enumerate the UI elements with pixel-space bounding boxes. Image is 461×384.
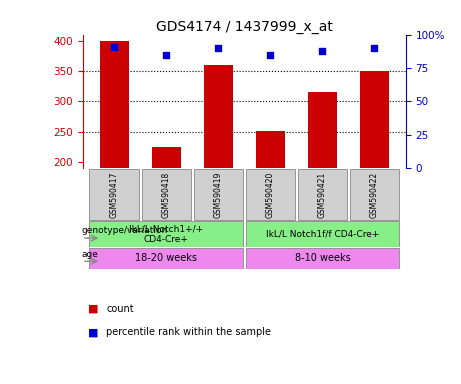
Point: [163, 51, 170, 58]
FancyBboxPatch shape: [89, 169, 139, 220]
Text: IkL/L Notch1+/+
CD4-Cre+: IkL/L Notch1+/+ CD4-Cre+: [129, 224, 203, 244]
FancyBboxPatch shape: [194, 169, 243, 220]
Text: IkL/L Notch1f/f CD4-Cre+: IkL/L Notch1f/f CD4-Cre+: [266, 230, 379, 238]
Bar: [308, 93, 337, 169]
Text: GSM590421: GSM590421: [318, 172, 327, 218]
FancyBboxPatch shape: [350, 169, 399, 220]
FancyBboxPatch shape: [142, 169, 191, 220]
Text: 18-20 weeks: 18-20 weeks: [135, 253, 197, 263]
Point: [319, 48, 326, 54]
Text: GSM590422: GSM590422: [370, 172, 379, 218]
Text: 8-10 weeks: 8-10 weeks: [295, 253, 350, 263]
FancyBboxPatch shape: [89, 221, 243, 247]
Point: [215, 45, 222, 51]
Text: GSM590419: GSM590419: [214, 172, 223, 218]
Bar: [360, 71, 389, 169]
FancyBboxPatch shape: [246, 248, 399, 268]
Text: ■: ■: [88, 304, 98, 314]
Text: percentile rank within the sample: percentile rank within the sample: [106, 327, 271, 337]
Title: GDS4174 / 1437999_x_at: GDS4174 / 1437999_x_at: [156, 20, 333, 33]
Bar: [256, 131, 284, 169]
Text: genotype/variation: genotype/variation: [82, 226, 168, 235]
FancyBboxPatch shape: [298, 169, 347, 220]
Text: GSM590418: GSM590418: [162, 172, 171, 218]
Point: [371, 45, 378, 51]
FancyBboxPatch shape: [89, 248, 243, 268]
Text: GSM590420: GSM590420: [266, 172, 275, 218]
Point: [111, 43, 118, 50]
Bar: [204, 65, 233, 169]
Text: age: age: [82, 250, 99, 259]
Bar: [152, 147, 181, 169]
Text: count: count: [106, 304, 134, 314]
Bar: [100, 41, 129, 169]
FancyBboxPatch shape: [246, 169, 295, 220]
Point: [266, 51, 274, 58]
FancyBboxPatch shape: [246, 221, 399, 247]
Text: ■: ■: [88, 327, 98, 337]
Text: GSM590417: GSM590417: [110, 172, 119, 218]
